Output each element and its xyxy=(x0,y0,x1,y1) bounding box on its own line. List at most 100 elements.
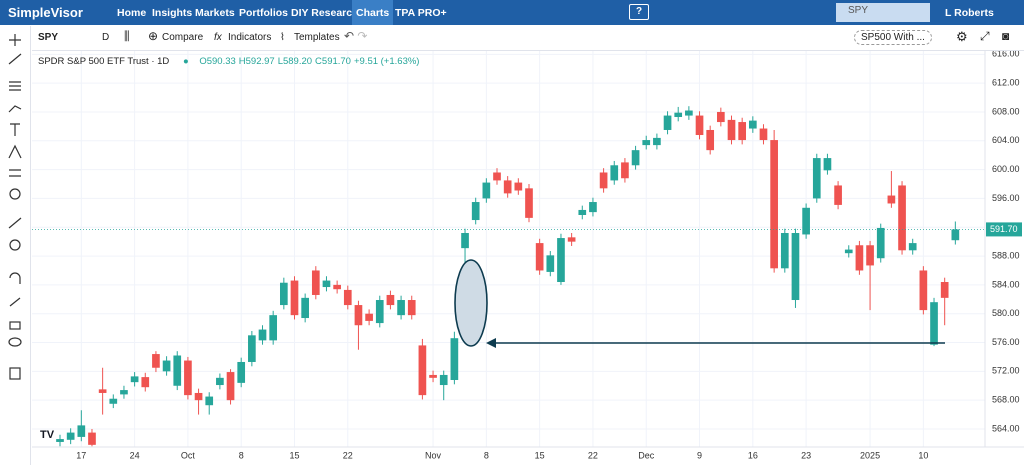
candle-body xyxy=(471,202,480,221)
user-menu[interactable]: L Roberts xyxy=(945,7,994,19)
y-tick-label: 580.00 xyxy=(992,308,1020,318)
candle-body xyxy=(237,361,246,383)
logo[interactable]: SimpleVisor xyxy=(8,5,83,20)
nav-item[interactable]: TPA PRO+ xyxy=(395,7,447,19)
candle-body xyxy=(407,300,416,316)
candle-body xyxy=(386,294,395,306)
candle-body xyxy=(184,360,192,396)
ohlc-value: H592.97 xyxy=(238,56,275,67)
candle-body xyxy=(397,300,405,316)
nav-item[interactable]: Insights xyxy=(152,7,193,19)
candle-body xyxy=(482,182,491,199)
y-tick-label: 612.00 xyxy=(992,78,1020,88)
search-box[interactable]: SPY xyxy=(836,3,930,22)
y-tick-label: 616.00 xyxy=(992,49,1020,59)
candle-body xyxy=(514,182,523,191)
nav-item[interactable]: Markets xyxy=(195,7,235,19)
candle-body xyxy=(642,140,651,146)
candle-body xyxy=(823,158,832,171)
candle-body xyxy=(599,172,608,189)
candle-body xyxy=(748,120,757,129)
legend: SPDR S&P 500 ETF Trust · 1D ● O590.33 H59… xyxy=(38,56,425,67)
symbol[interactable]: SPY xyxy=(38,32,59,43)
y-tick-label: 576.00 xyxy=(992,337,1020,347)
y-tick-label: 584.00 xyxy=(992,279,1020,289)
candle-body xyxy=(951,229,960,241)
nav-item-active[interactable]: Charts xyxy=(352,0,394,25)
ohlc-values: O590.33 H592.97 L589.20 C591.70 +9.51 (+1.63… xyxy=(199,56,422,67)
candle-body xyxy=(109,398,118,404)
layout-selector[interactable]: SP500 With ... xyxy=(854,30,932,45)
candle-body xyxy=(173,355,182,386)
y-tick-label: 572.00 xyxy=(992,366,1020,376)
x-tick-label: 9 xyxy=(697,450,702,460)
x-tick-label: 10 xyxy=(918,450,928,460)
candle-body xyxy=(844,249,853,254)
candle-body xyxy=(908,243,917,251)
candle-body xyxy=(343,289,352,306)
candle-body xyxy=(546,255,555,272)
y-tick-label: 568.00 xyxy=(992,395,1020,405)
candle-body xyxy=(866,245,874,266)
candle-body xyxy=(887,195,896,204)
nav-item[interactable]: Home xyxy=(117,7,147,19)
candle-body xyxy=(322,280,331,288)
x-tick-label: 16 xyxy=(748,450,758,460)
nav-item[interactable]: Portfolios xyxy=(239,7,288,19)
candle-body xyxy=(205,396,214,406)
candle-body xyxy=(141,377,150,388)
y-tick-label: 564.00 xyxy=(992,423,1020,433)
candle-body xyxy=(120,390,128,395)
x-tick-label: 2025 xyxy=(860,450,880,460)
candle-body xyxy=(450,338,459,380)
candle-body xyxy=(216,377,224,386)
candle-body xyxy=(418,345,427,396)
y-tick-label: 604.00 xyxy=(992,135,1020,145)
ohlc-value: O590.33 xyxy=(199,56,236,67)
toolbar-button[interactable]: Indicators xyxy=(228,32,272,43)
candle-body xyxy=(130,376,139,383)
candle-body xyxy=(589,202,597,213)
candle-body xyxy=(610,165,619,181)
candle-body xyxy=(493,172,501,181)
candle-body xyxy=(311,270,320,295)
x-tick-label: 22 xyxy=(588,450,598,460)
x-tick-label: Nov xyxy=(425,450,442,460)
nav-item[interactable]: DIY Research xyxy=(291,7,359,19)
x-tick-label: 8 xyxy=(484,450,489,460)
candle-body xyxy=(301,297,309,319)
candle-body xyxy=(930,302,938,345)
tool-icons xyxy=(8,34,22,380)
candle-body xyxy=(855,245,864,271)
candle-body xyxy=(333,284,341,290)
candle-body xyxy=(685,110,693,116)
last-price-label: 591.70 xyxy=(990,224,1018,234)
x-tick-label: 22 xyxy=(343,450,353,460)
x-tick-label: Dec xyxy=(638,450,655,460)
candle-body xyxy=(77,425,86,437)
candle-body xyxy=(727,119,736,141)
y-tick-label: 588.00 xyxy=(992,250,1020,260)
last-price-box xyxy=(986,222,1022,237)
candle-body xyxy=(695,115,704,136)
toolbar-button[interactable]: Templates xyxy=(294,32,340,43)
candle-body xyxy=(834,185,842,205)
candle-body xyxy=(940,282,949,298)
candle-body xyxy=(439,374,448,386)
candle-body xyxy=(525,188,533,218)
candle-body xyxy=(248,335,256,362)
toolbar-button[interactable]: Compare xyxy=(162,32,204,43)
candle-body xyxy=(429,374,437,378)
interval[interactable]: D xyxy=(102,32,110,43)
candle-body xyxy=(375,300,384,324)
candle-body xyxy=(88,432,96,445)
tv-logo: TV xyxy=(40,429,55,441)
candle-body xyxy=(66,432,75,440)
top-toolbar: SPY D ⫼ ⊕ Compare fx Indicators ⌇ Templa… xyxy=(32,26,1024,51)
candle-body xyxy=(791,233,800,301)
candle-body xyxy=(876,227,885,259)
arrow-head xyxy=(486,338,496,348)
y-tick-label: 600.00 xyxy=(992,164,1020,174)
candle-body xyxy=(365,313,373,321)
